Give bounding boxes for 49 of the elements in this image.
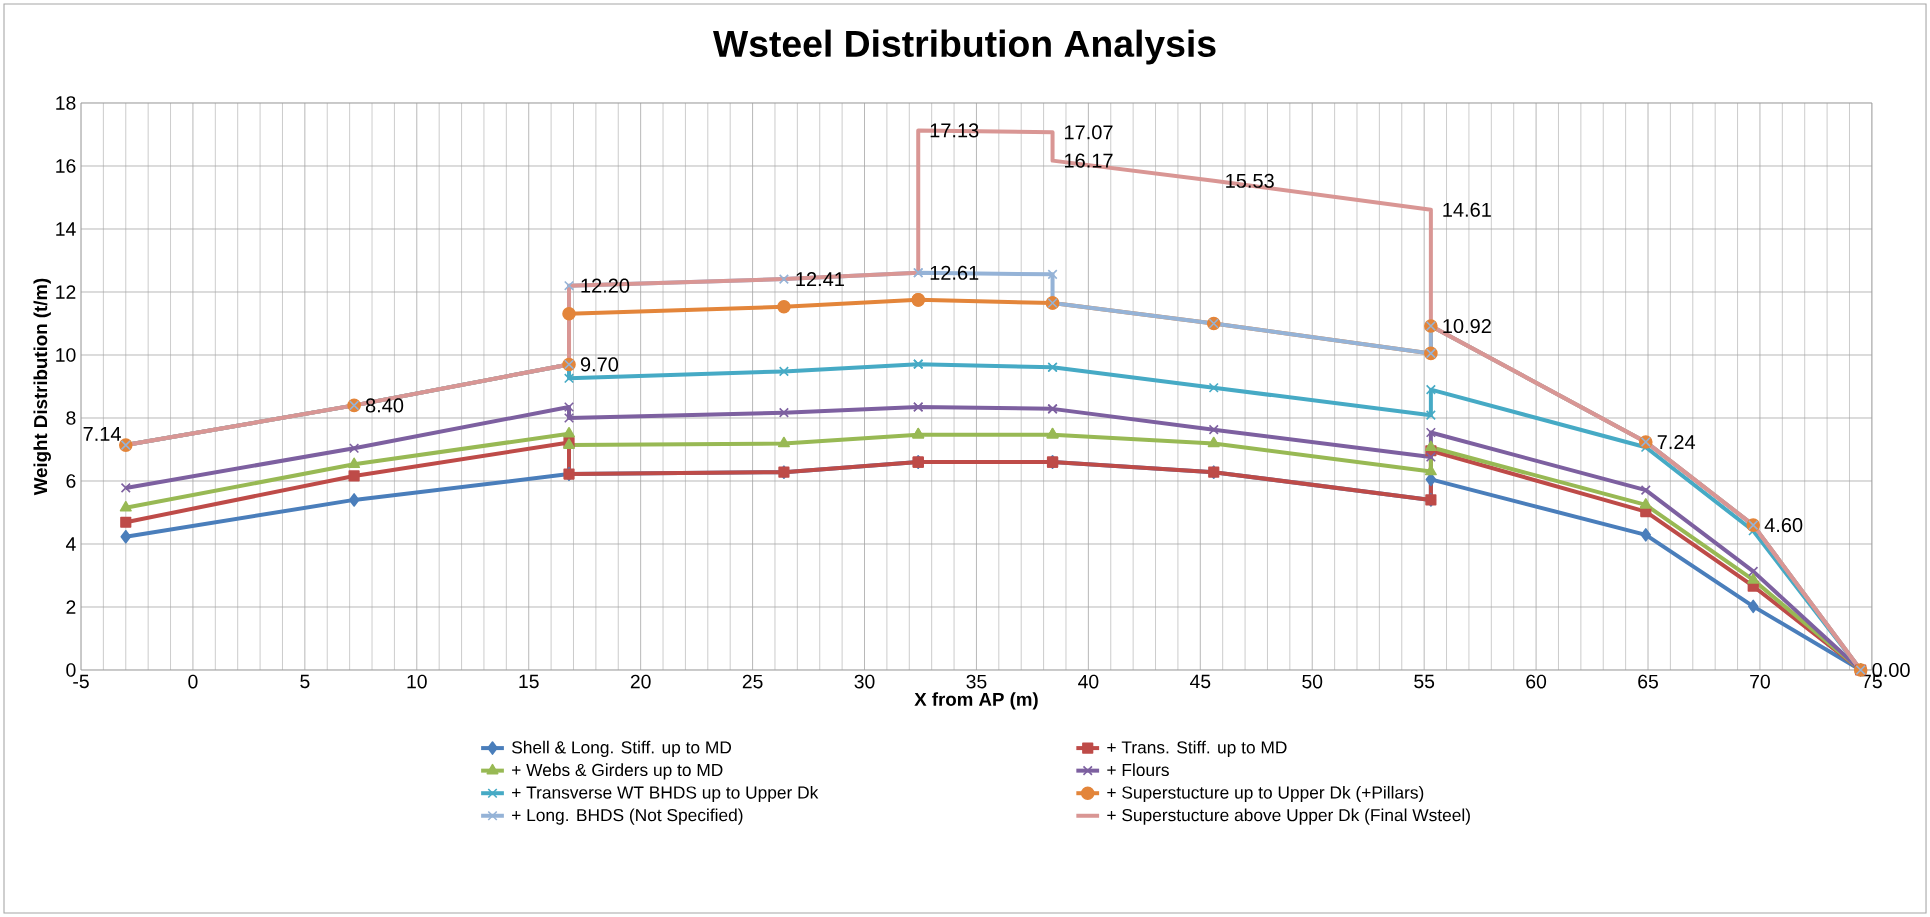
x-tick-label: 35 xyxy=(966,674,987,689)
data-label: 17.07 xyxy=(1065,125,1113,140)
legend-label: + Trans. Stiff. up to MD xyxy=(1107,740,1287,757)
data-label: 9.70 xyxy=(580,357,619,372)
x-tick-label: 70 xyxy=(1750,674,1770,689)
legend-label: + Transverse WT BHDS up to Upper Dk xyxy=(512,785,819,803)
legend-label: + Flours xyxy=(1107,763,1169,777)
data-label: 10.92 xyxy=(1443,318,1491,334)
x-tick-label: 0 xyxy=(188,674,198,689)
data-label: 12.20 xyxy=(581,278,630,293)
x-tick-label: 25 xyxy=(742,674,763,689)
data-label: 4.60 xyxy=(1764,518,1803,533)
x-tick-label: 55 xyxy=(1414,674,1435,689)
y-tick-label: 2 xyxy=(66,600,76,614)
x-tick-label: 50 xyxy=(1302,674,1323,689)
x-tick-label: 15 xyxy=(519,674,539,689)
data-label: 12.41 xyxy=(796,272,844,287)
chart-title: Wsteel Distribution Analysis xyxy=(713,29,1216,65)
data-label: 8.40 xyxy=(365,398,404,413)
data-label: 7.24 xyxy=(1657,434,1696,449)
legend-label: Shell & Long. Stiff. up to MD xyxy=(512,740,732,757)
data-label: 17.13 xyxy=(930,123,979,138)
legend-label: + Webs & Girders up to MD xyxy=(512,763,723,780)
legend-label: + Superstucture up to Upper Dk (+Pillars) xyxy=(1107,785,1424,803)
x-tick-label: 5 xyxy=(300,674,310,689)
data-label: 15.53 xyxy=(1226,173,1274,188)
y-tick-label: 12 xyxy=(56,285,76,299)
x-axis-title: X from AP (m) xyxy=(914,692,1038,710)
y-tick-label: 18 xyxy=(56,96,76,110)
data-label: 14.61 xyxy=(1443,202,1491,217)
y-tick-label: 4 xyxy=(65,537,76,551)
data-label: 12.61 xyxy=(930,265,979,280)
y-tick-label: 8 xyxy=(66,411,76,425)
y-tick-label: 14 xyxy=(56,222,76,236)
legend-label: + Superstucture above Upper Dk (Final Wsteel) xyxy=(1107,808,1470,825)
x-tick-label: 40 xyxy=(1078,674,1099,689)
x-tick-label: 45 xyxy=(1189,674,1211,689)
x-tick-label: 65 xyxy=(1638,674,1658,689)
x-tick-label: 60 xyxy=(1526,674,1547,689)
x-tick-label: 30 xyxy=(854,674,875,689)
y-tick-label: 16 xyxy=(56,159,76,173)
y-tick-label: 6 xyxy=(66,474,76,488)
data-label: 16.17 xyxy=(1065,153,1113,168)
x-tick-label: 20 xyxy=(630,674,651,689)
y-tick-label: 10 xyxy=(56,348,76,362)
data-label: 7.14 xyxy=(83,427,121,441)
legend-label: + Long. BHDS (Not Specified) xyxy=(512,808,743,825)
y-axis-title: Weight Distribution (t/m) xyxy=(33,278,51,496)
x-tick-label: 10 xyxy=(407,674,427,689)
